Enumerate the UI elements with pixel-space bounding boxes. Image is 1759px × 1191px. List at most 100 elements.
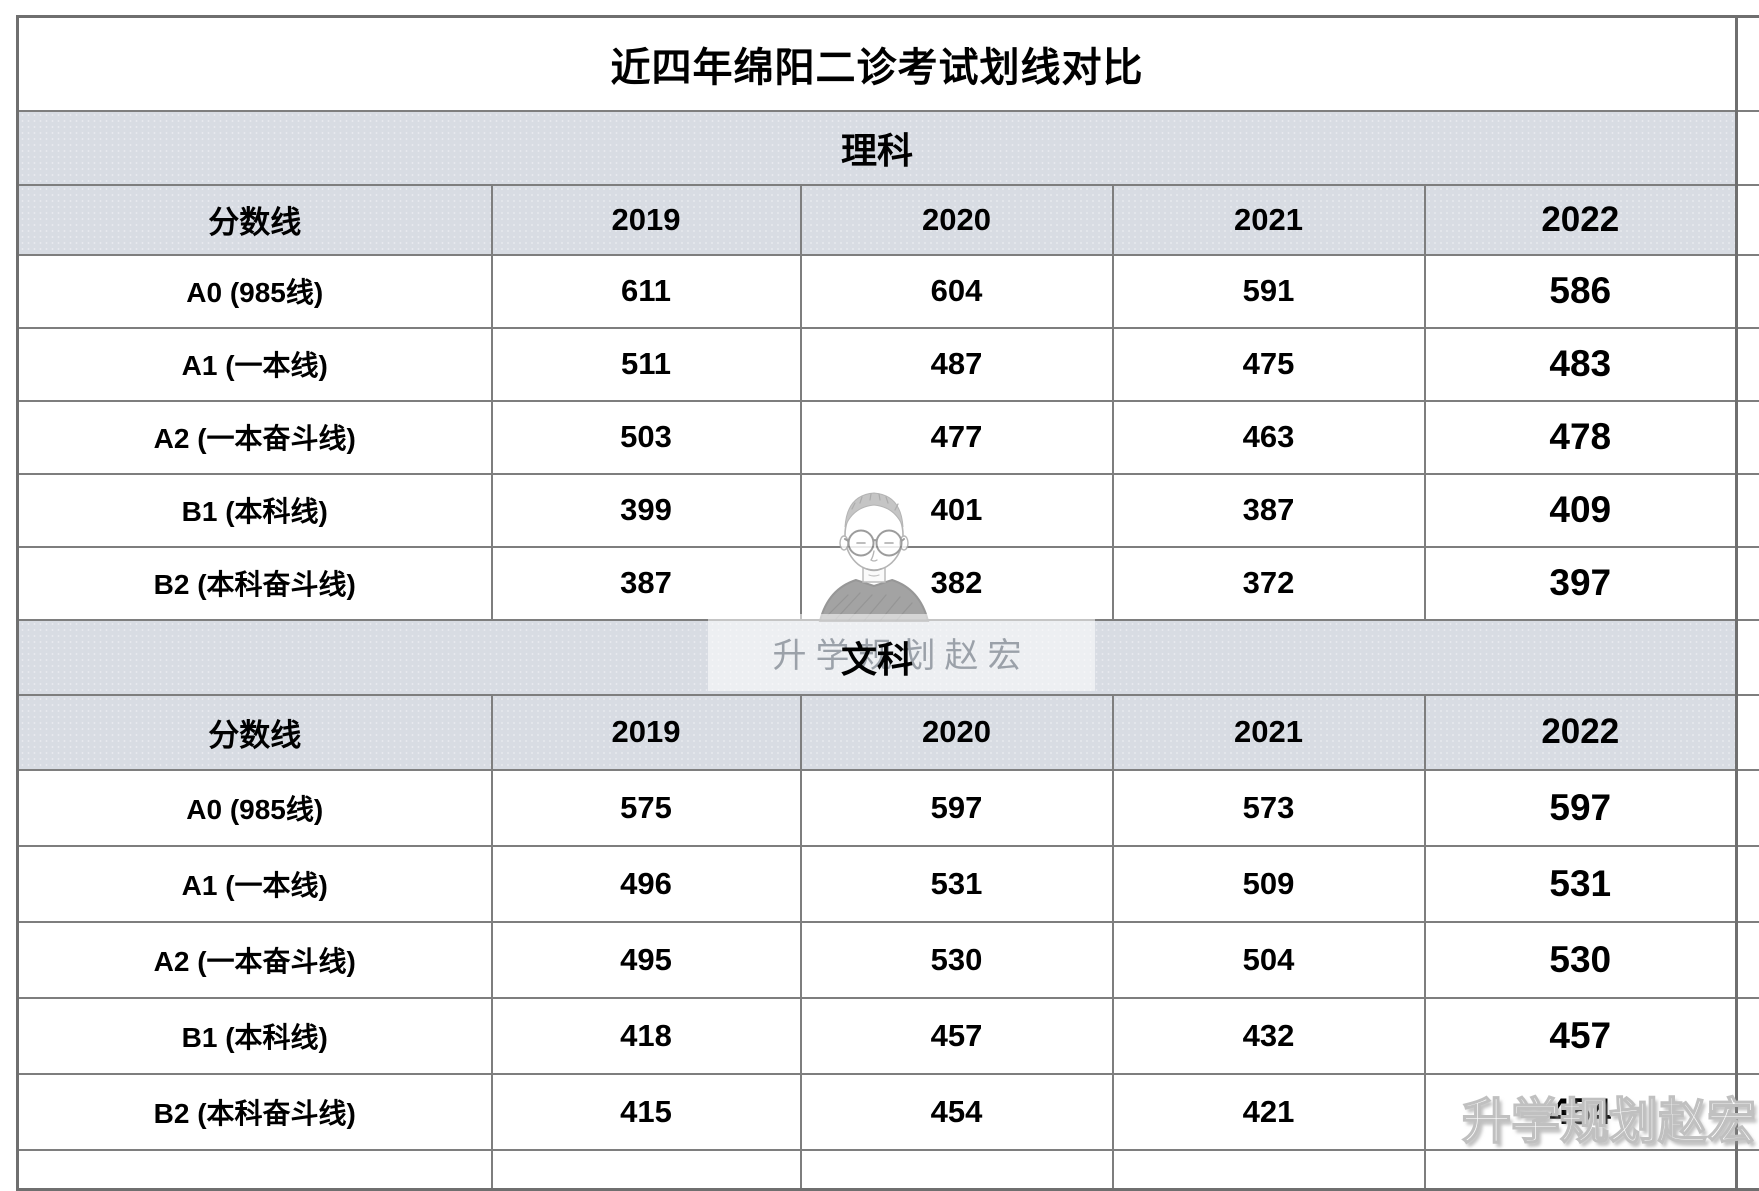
score-cell: 591 <box>1113 255 1425 328</box>
score-cell: 503 <box>492 401 801 474</box>
grid-sliver-cell <box>1737 998 1759 1074</box>
score-cell: 415 <box>492 1074 801 1150</box>
column-header-arts-2019: 2019 <box>492 695 801 770</box>
grid-sliver-cell <box>1737 846 1759 922</box>
score-cell: 387 <box>1113 474 1425 547</box>
score-cell: 372 <box>1113 547 1425 620</box>
row-label: B2 (本科奋斗线) <box>18 1074 492 1150</box>
score-cell: 475 <box>1113 328 1425 401</box>
score-cell: 531 <box>801 846 1113 922</box>
score-cell: 457 <box>801 998 1113 1074</box>
score-cell: 457 <box>1425 998 1737 1074</box>
section-row-arts: 文科 <box>18 620 1759 695</box>
section-label-science: 理科 <box>18 111 1737 185</box>
grid-sliver-cell <box>1737 328 1759 401</box>
score-cell: 487 <box>801 328 1113 401</box>
section-row-science: 理科 <box>18 111 1759 185</box>
column-header-science-2020: 2020 <box>801 185 1113 255</box>
partial-row-cell <box>1425 1150 1737 1190</box>
grid-sliver-cell <box>1737 922 1759 998</box>
title-row: 近四年绵阳二诊考试划线对比 <box>18 17 1759 111</box>
score-cell: 454 <box>801 1074 1113 1150</box>
score-cell: 397 <box>1425 547 1737 620</box>
score-cell: 604 <box>801 255 1113 328</box>
section-label-arts: 文科 <box>18 620 1737 695</box>
partial-row-cell <box>801 1150 1113 1190</box>
row-label: A2 (一本奋斗线) <box>18 922 492 998</box>
score-cell: 597 <box>1425 770 1737 846</box>
row-label: A1 (一本线) <box>18 328 492 401</box>
partial-row-cell <box>1113 1150 1425 1190</box>
score-cell: 511 <box>492 328 801 401</box>
grid-sliver-cell <box>1737 185 1759 255</box>
score-cell: 454 <box>1425 1074 1737 1150</box>
column-header-arts-2020: 2020 <box>801 695 1113 770</box>
column-header-science-分数线: 分数线 <box>18 185 492 255</box>
row-label: A0 (985线) <box>18 770 492 846</box>
column-header-arts-2022: 2022 <box>1425 695 1737 770</box>
score-cell: 421 <box>1113 1074 1425 1150</box>
score-cell: 409 <box>1425 474 1737 547</box>
score-cell: 496 <box>492 846 801 922</box>
column-header-arts-2021: 2021 <box>1113 695 1425 770</box>
page-title: 近四年绵阳二诊考试划线对比 <box>18 17 1737 111</box>
score-cell: 504 <box>1113 922 1425 998</box>
score-cell: 597 <box>801 770 1113 846</box>
score-cell: 575 <box>492 770 801 846</box>
grid-sliver-cell <box>1737 474 1759 547</box>
grid-sliver-cell <box>1737 547 1759 620</box>
score-cell: 399 <box>492 474 801 547</box>
grid-sliver-cell <box>1737 1150 1759 1190</box>
score-cell: 611 <box>492 255 801 328</box>
partial-row <box>18 1150 1759 1190</box>
grid-sliver-cell <box>1737 1074 1759 1150</box>
grid-sliver-cell <box>1737 620 1759 695</box>
score-cell: 509 <box>1113 846 1425 922</box>
score-cell: 401 <box>801 474 1113 547</box>
grid-sliver-cell <box>1737 255 1759 328</box>
row-label: A1 (一本线) <box>18 846 492 922</box>
score-cell: 418 <box>492 998 801 1074</box>
grid-sliver-cell <box>1737 770 1759 846</box>
column-header-science-2019: 2019 <box>492 185 801 255</box>
column-header-arts-分数线: 分数线 <box>18 695 492 770</box>
row-label: B1 (本科线) <box>18 474 492 547</box>
grid-sliver-cell <box>1737 401 1759 474</box>
row-label: A2 (一本奋斗线) <box>18 401 492 474</box>
grid-sliver-cell <box>1737 695 1759 770</box>
row-label: B1 (本科线) <box>18 998 492 1074</box>
column-header-science-2021: 2021 <box>1113 185 1425 255</box>
partial-row-cell <box>18 1150 492 1190</box>
grid-sliver-cell <box>1737 17 1759 111</box>
score-cell: 495 <box>492 922 801 998</box>
score-cell: 586 <box>1425 255 1737 328</box>
partial-row-cell <box>492 1150 801 1190</box>
score-cell: 463 <box>1113 401 1425 474</box>
score-cell: 387 <box>492 547 801 620</box>
score-cell: 432 <box>1113 998 1425 1074</box>
row-label: A0 (985线) <box>18 255 492 328</box>
score-cell: 483 <box>1425 328 1737 401</box>
score-cell: 478 <box>1425 401 1737 474</box>
column-header-science-2022: 2022 <box>1425 185 1737 255</box>
score-cell: 531 <box>1425 846 1737 922</box>
score-cell: 382 <box>801 547 1113 620</box>
score-cell: 477 <box>801 401 1113 474</box>
row-label: B2 (本科奋斗线) <box>18 547 492 620</box>
score-cell: 530 <box>1425 922 1737 998</box>
grid-sliver-cell <box>1737 111 1759 185</box>
